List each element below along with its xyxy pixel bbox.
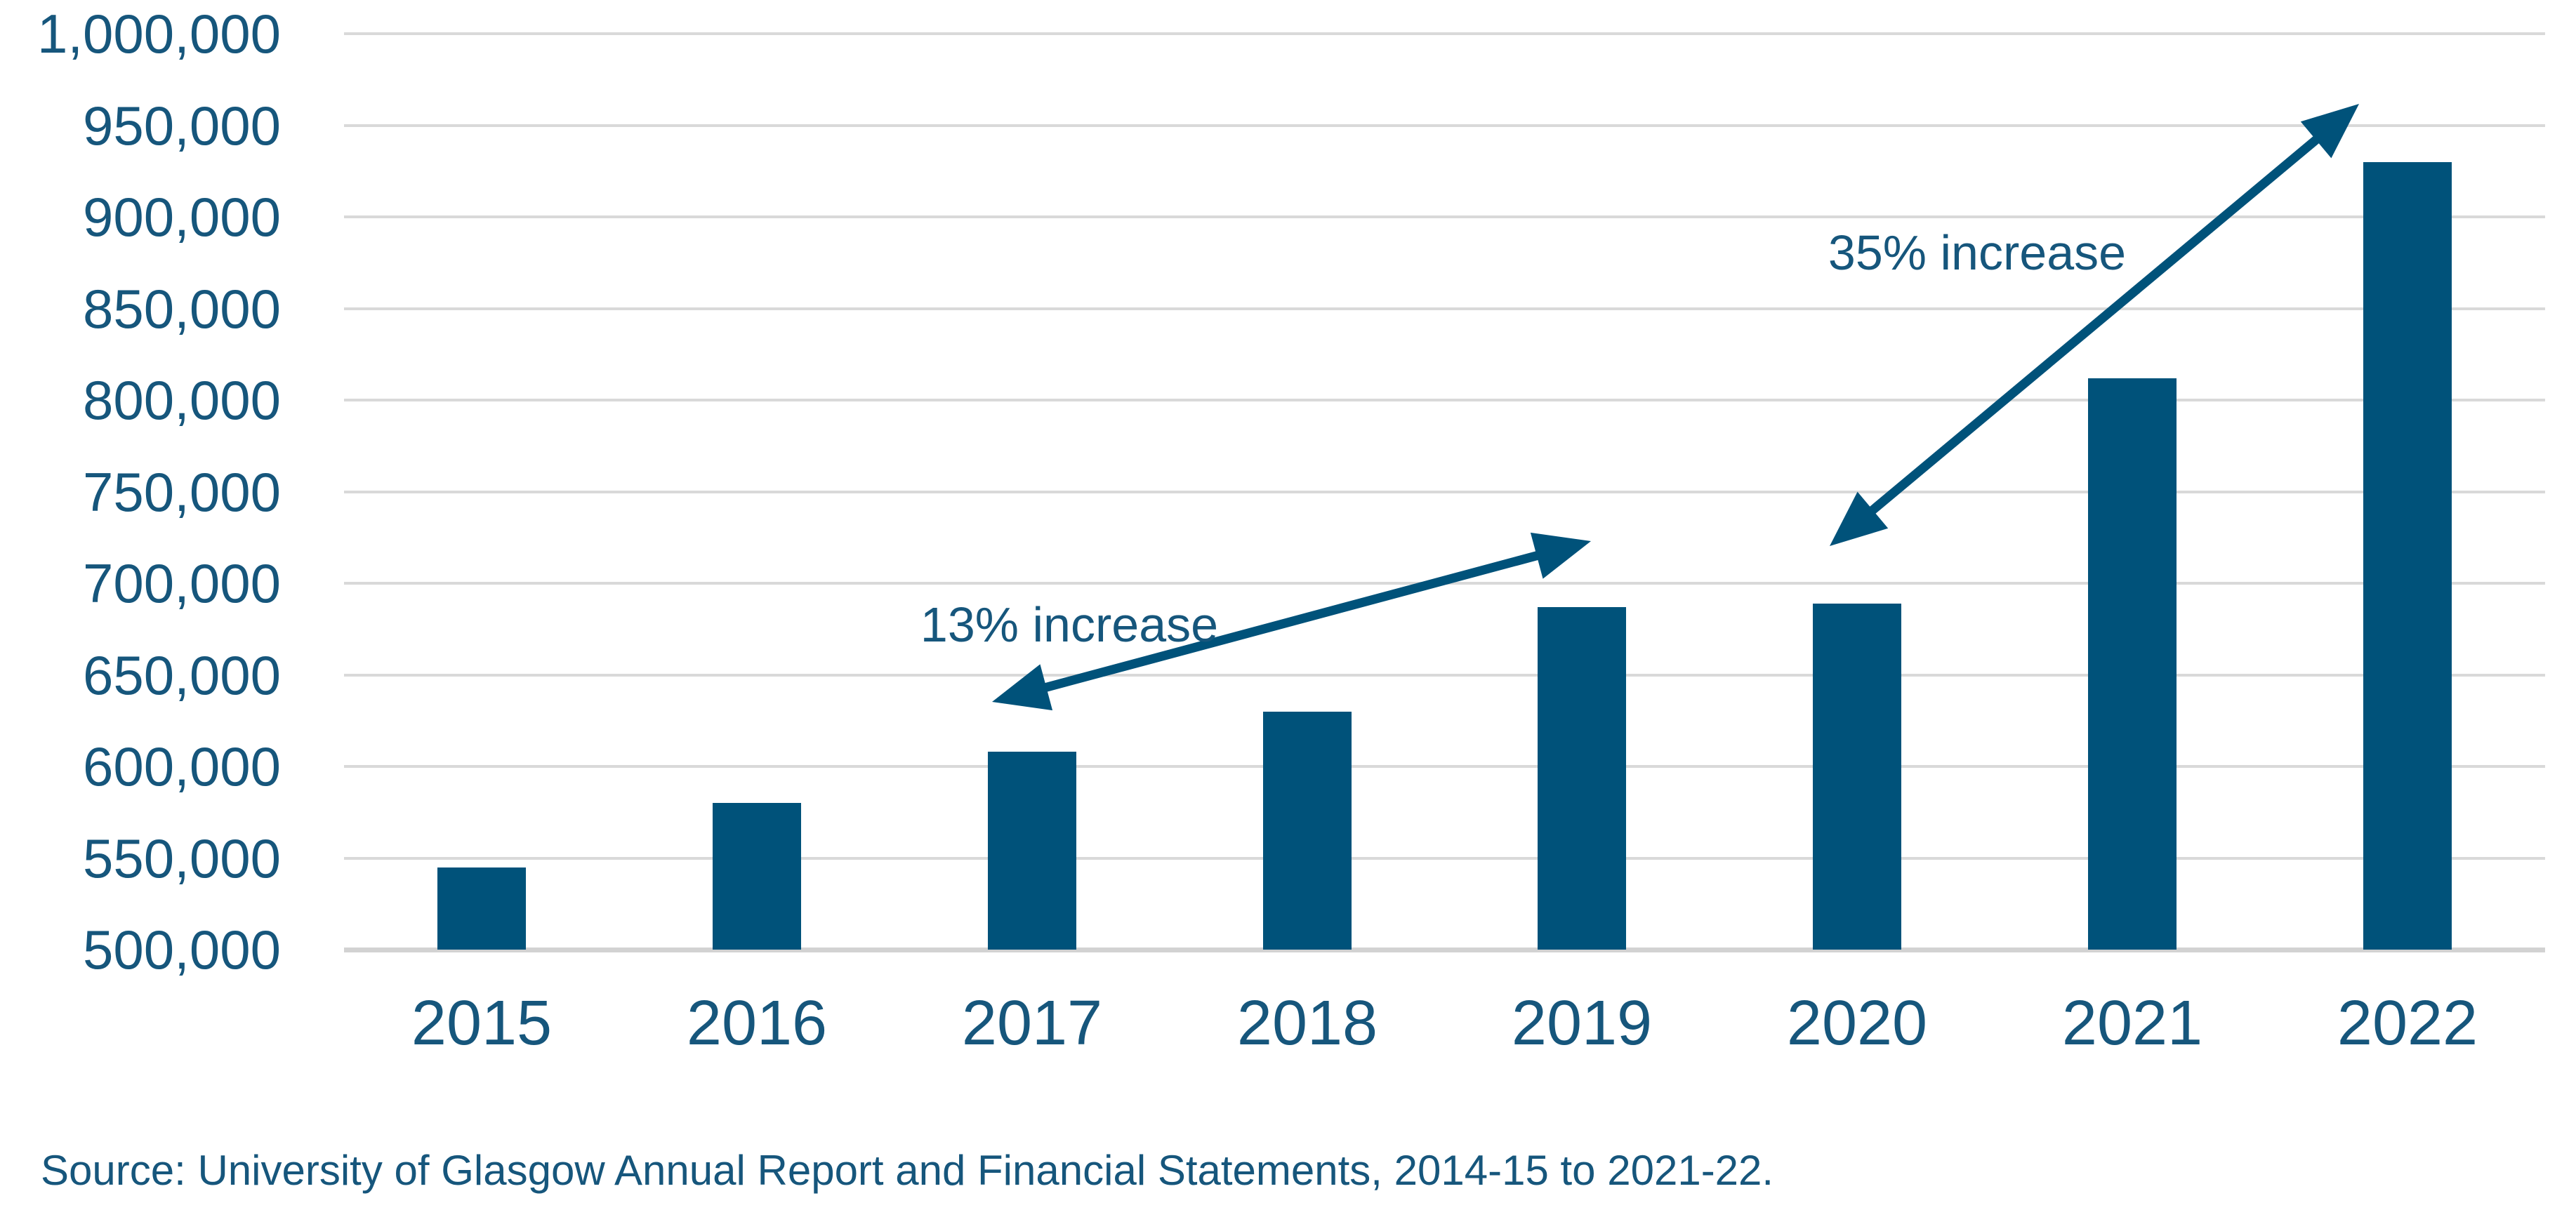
arrowhead bbox=[1830, 491, 1889, 546]
bar-2022 bbox=[2363, 162, 2452, 950]
gridline bbox=[344, 307, 2545, 310]
annotation-label: 35% increase bbox=[1828, 225, 2127, 280]
y-tick-label: 800,000 bbox=[83, 369, 281, 431]
x-axis-line bbox=[344, 948, 2545, 952]
x-tick-label-2017: 2017 bbox=[961, 988, 1103, 1058]
x-tick-label-2021: 2021 bbox=[2061, 988, 2203, 1058]
x-tick-label-2020: 2020 bbox=[1786, 988, 1928, 1058]
y-tick-label: 500,000 bbox=[83, 919, 281, 980]
bar-2021 bbox=[2088, 378, 2177, 950]
bar-2017 bbox=[988, 752, 1076, 950]
y-tick-label: 1,000,000 bbox=[37, 3, 281, 65]
gridline bbox=[344, 124, 2545, 127]
y-tick-label: 750,000 bbox=[83, 461, 281, 523]
y-tick-label: 700,000 bbox=[83, 552, 281, 614]
y-tick-label: 950,000 bbox=[83, 95, 281, 157]
gridline bbox=[344, 32, 2545, 35]
gridline bbox=[344, 674, 2545, 677]
y-tick-label: 650,000 bbox=[83, 644, 281, 706]
x-tick-label-2018: 2018 bbox=[1236, 988, 1378, 1058]
gridline bbox=[344, 215, 2545, 218]
x-tick-label-2015: 2015 bbox=[411, 988, 553, 1058]
bar-2015 bbox=[437, 867, 526, 950]
gridline bbox=[344, 399, 2545, 401]
bar-2019 bbox=[1538, 607, 1626, 950]
bar-2018 bbox=[1263, 712, 1352, 950]
source-note: Source: University of Glasgow Annual Rep… bbox=[41, 1147, 1774, 1194]
gridline bbox=[344, 857, 2545, 860]
arrowhead bbox=[992, 664, 1053, 711]
bar-2016 bbox=[713, 803, 801, 950]
y-tick-label: 900,000 bbox=[83, 186, 281, 248]
gridline bbox=[344, 491, 2545, 493]
arrowhead bbox=[2300, 104, 2359, 159]
gridline bbox=[344, 582, 2545, 585]
y-tick-label: 850,000 bbox=[83, 278, 281, 340]
x-tick-label-2022: 2022 bbox=[2337, 988, 2478, 1058]
gridline bbox=[344, 765, 2545, 768]
annotation-label: 13% increase bbox=[920, 597, 1219, 652]
arrowhead bbox=[1530, 532, 1591, 579]
x-tick-label-2019: 2019 bbox=[1511, 988, 1653, 1058]
y-tick-label: 600,000 bbox=[83, 736, 281, 797]
x-tick-label-2016: 2016 bbox=[686, 988, 828, 1058]
bar-2020 bbox=[1813, 604, 1901, 950]
y-tick-label: 550,000 bbox=[83, 827, 281, 889]
